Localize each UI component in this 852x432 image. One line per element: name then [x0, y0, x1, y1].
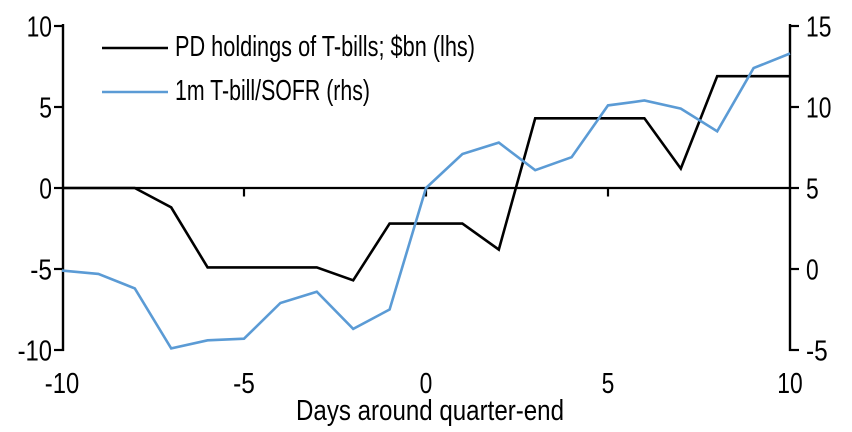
left-axis-tick-label: -10 — [18, 336, 52, 368]
x-axis-title: Days around quarter-end — [296, 395, 564, 427]
x-axis-tick-label: -5 — [233, 368, 255, 400]
left-axis-tick-label: 0 — [39, 174, 52, 206]
x-axis-tick-label: -10 — [45, 368, 79, 400]
x-axis-tick-label: 0 — [420, 368, 433, 400]
right-axis-tick-label: -5 — [806, 336, 828, 368]
series-line-pd-holdings — [62, 74, 790, 282]
legend-label-tbill-sofr: 1m T-bill/SOFR (rhs) — [175, 75, 370, 107]
series-line-tbill-sofr — [61, 52, 791, 350]
right-axis-tick-label: 10 — [806, 93, 831, 125]
right-axis-tick-label: 5 — [806, 174, 819, 206]
data-series-layer — [61, 52, 791, 350]
legend: PD holdings of T-bills; $bn (lhs) 1m T-b… — [102, 31, 475, 107]
left-axis-tick-label: 5 — [39, 93, 52, 125]
x-axis-tick-label: 10 — [777, 368, 802, 400]
legend-label-pd-holdings: PD holdings of T-bills; $bn (lhs) — [175, 31, 475, 63]
right-axis-tick-label: 15 — [806, 12, 831, 44]
left-axis-tick-label: 10 — [27, 12, 52, 44]
x-axis-tick-label: 5 — [602, 368, 615, 400]
right-axis-tick-label: 0 — [806, 255, 819, 287]
left-axis-tick-label: -5 — [30, 255, 52, 287]
